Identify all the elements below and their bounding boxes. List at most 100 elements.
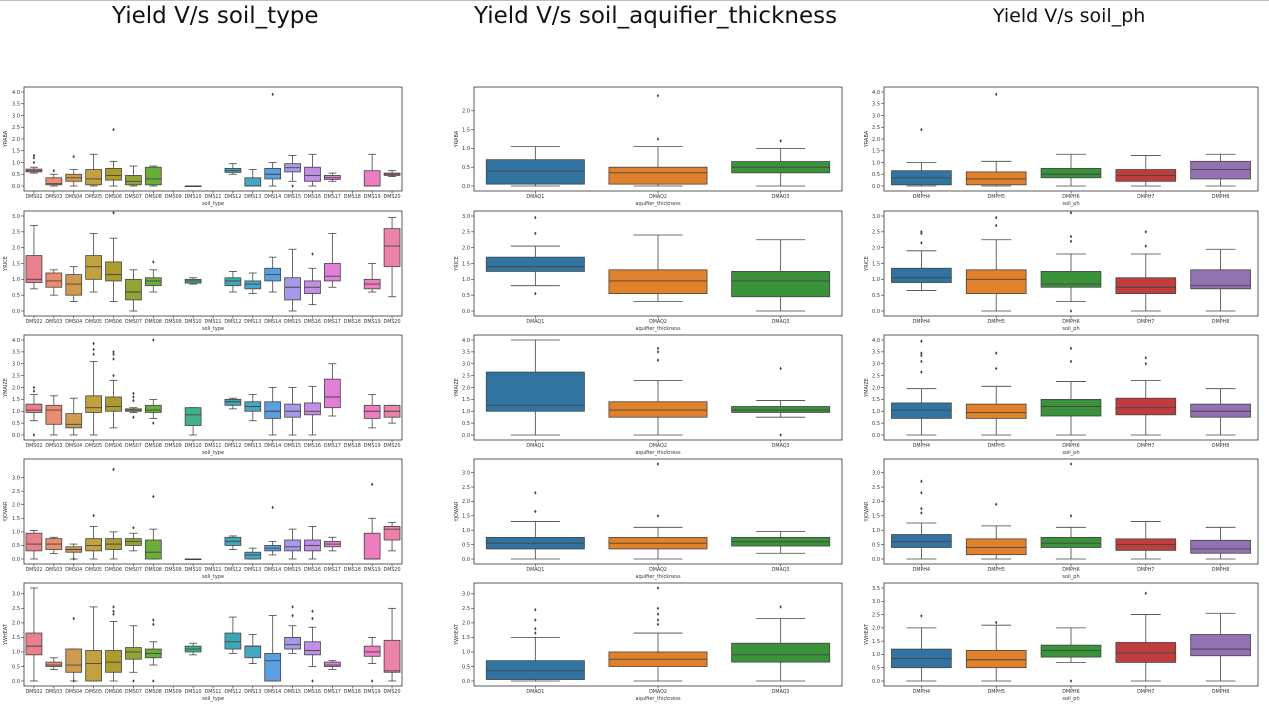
box-DMS17	[324, 363, 341, 417]
panel-ph-YWHEAT: 0.0 0.5 1.0 1.5 2.0 2.5 3.0 3.5 YWHEAT DMPH4 DMPH5…	[864, 582, 1259, 702]
box-iqr	[125, 538, 142, 546]
x-tick-label: DMPH6	[1062, 194, 1079, 200]
y-tick-label: 1.5	[872, 261, 880, 267]
outlier-point	[1069, 679, 1073, 683]
box-DMS10	[184, 558, 202, 561]
outlier-point	[1069, 346, 1073, 351]
outlier-point	[152, 260, 155, 264]
outlier-point	[32, 153, 36, 158]
outlier-point	[779, 139, 782, 143]
box-DMS19	[363, 482, 381, 560]
x-tick-label: DMS13	[244, 443, 261, 449]
y-axis-label: YWHEAT	[864, 623, 870, 646]
box-iqr	[125, 278, 142, 301]
outlier-point	[656, 137, 660, 141]
x-tick-label: DMS15	[284, 319, 301, 325]
x-tick-label: DMPH4	[913, 194, 930, 200]
x-tick-label: DMS05	[85, 319, 102, 325]
y-tick-label: 2.5	[462, 373, 470, 379]
y-tick-label: 0.5	[872, 542, 880, 548]
y-tick-label: 0.0	[12, 433, 20, 439]
box-iqr	[1040, 398, 1102, 417]
x-axis-label: soil_ph	[1062, 201, 1079, 207]
y-tick-label: 1.5	[462, 514, 470, 520]
y-tick-label: 3.0	[12, 214, 20, 220]
outlier-point	[995, 223, 998, 228]
x-tick-label: DMS04	[65, 443, 82, 449]
box-DMS15	[284, 155, 301, 188]
y-axis-label: YWHEAT	[454, 623, 460, 646]
box-iqr	[485, 371, 585, 412]
y-tick-label: 1.0	[872, 277, 880, 283]
y-tick-label: 1.5	[12, 635, 20, 641]
x-tick-label: DMS11	[205, 689, 222, 695]
box-iqr	[25, 255, 43, 283]
box-DMS17	[324, 233, 341, 288]
box-DMS13	[244, 634, 262, 664]
outlier-point	[92, 513, 95, 518]
box-iqr	[65, 413, 83, 429]
x-tick-label: DMS06	[105, 319, 122, 325]
box-DMS10	[184, 642, 202, 656]
x-tick-label: DMPH5	[988, 567, 1005, 573]
y-tick-label: 0.5	[872, 293, 880, 299]
box-DMAQ2	[608, 462, 708, 560]
box-iqr	[891, 534, 952, 548]
x-tick-label: DMS12	[224, 567, 241, 573]
x-tick-label: DMS10	[185, 194, 202, 200]
box-DMS17	[324, 660, 341, 670]
y-tick-label: 0.5	[462, 165, 470, 171]
box-iqr	[891, 402, 952, 419]
box-iqr	[105, 261, 122, 282]
outlier-point	[920, 506, 923, 511]
x-axis-label: soil_ph	[1062, 326, 1079, 332]
box-DMPH4	[891, 230, 952, 291]
x-tick-label: DMS08	[145, 319, 162, 325]
box-DMAQ2	[608, 234, 708, 302]
box-iqr	[1040, 167, 1102, 179]
box-iqr	[324, 378, 341, 409]
y-tick-label: 1.5	[12, 149, 20, 155]
box-DMS20	[383, 170, 401, 178]
outlier-point	[656, 514, 660, 518]
box-iqr	[105, 396, 122, 412]
outlier-point	[995, 215, 998, 220]
outlier-point	[995, 92, 998, 97]
box-iqr	[324, 263, 341, 282]
y-tick-label: 3.0	[872, 113, 880, 119]
x-tick-label: DMS19	[364, 443, 381, 449]
x-axis-label: aquifier_thickness	[635, 326, 681, 332]
y-tick-label: 2.0	[872, 137, 880, 143]
x-tick-label: DMS20	[384, 443, 401, 449]
y-tick-label: 2.5	[462, 485, 470, 491]
y-tick-label: 2.5	[872, 612, 880, 618]
x-tick-label: DMS11	[205, 319, 222, 325]
box-iqr	[284, 277, 301, 301]
box-DMS20	[383, 404, 401, 424]
x-axis-label: soil_ph	[1062, 450, 1079, 456]
box-iqr	[1190, 634, 1251, 657]
x-tick-label: DMPH5	[988, 319, 1005, 325]
box-DMS14	[264, 256, 282, 293]
panel-aquifer-YRABA: 0.0 0.5 1.0 1.5 2.0 YRABA DMAQ1 DMAQ2 DMAQ3 aquif…	[454, 86, 843, 207]
outlier-point	[920, 353, 923, 358]
y-tick-label: 2.0	[872, 385, 880, 391]
y-tick-label: 3.0	[462, 470, 470, 476]
x-tick-label: DMS13	[244, 567, 261, 573]
box-iqr	[1190, 403, 1251, 418]
y-tick-label: 0.0	[462, 184, 470, 190]
y-tick-label: 2.0	[12, 137, 20, 143]
box-DMS05	[85, 341, 102, 436]
outlier-point	[112, 605, 115, 609]
x-tick-label: DMS09	[165, 443, 182, 449]
box-iqr	[363, 532, 381, 560]
panel-aquifer-YJOWAR: 0.0 0.5 1.0 1.5 2.0 2.5 3.0 YJOWAR DMAQ1 DMAQ2 DMA…	[454, 458, 843, 580]
x-tick-label: DMS17	[324, 689, 341, 695]
outlier-point	[152, 622, 155, 627]
box-DMS14	[264, 505, 282, 556]
box-DMS14	[264, 387, 282, 436]
y-tick-label: 1.5	[872, 514, 880, 520]
box-DMS02	[25, 385, 43, 437]
